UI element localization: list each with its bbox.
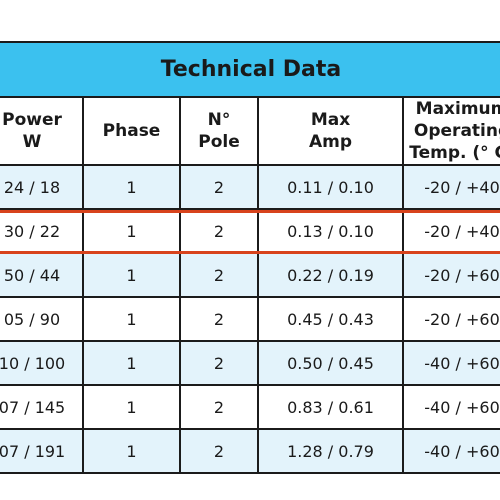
header-amp-line-1: Max — [310, 110, 351, 130]
technical-data-table: Technical Data Power W Phase N° Pole Max… — [0, 41, 500, 474]
header-row: Power W Phase N° Pole Max Amp Maximum Op… — [0, 96, 500, 166]
cell-amp: 0.13 / 0.10 — [257, 208, 404, 254]
cell-pole: 2 — [179, 384, 259, 430]
header-pole: N° Pole — [179, 96, 259, 166]
cell-pole: 2 — [179, 208, 259, 254]
cell-temp: -40 / +60 — [401, 428, 500, 474]
cell-temp: -20 / +60 — [401, 252, 500, 298]
header-phase: Phase — [82, 96, 181, 166]
cell-power: 05 / 90 — [0, 296, 84, 342]
cell-pole: 2 — [179, 252, 259, 298]
cell-amp: 0.45 / 0.43 — [257, 296, 404, 342]
cell-power: 30 / 22 — [0, 208, 84, 254]
cell-pole: 2 — [179, 296, 259, 342]
cell-temp: -20 / +40 — [401, 164, 500, 210]
cell-phase: 1 — [82, 428, 181, 474]
cell-power: 10 / 100 — [0, 340, 84, 386]
cell-power: 50 / 44 — [0, 252, 84, 298]
table-row: 07 / 145 1 2 0.83 / 0.61 -40 / +60 — [0, 384, 500, 430]
page-bottom-margin — [0, 486, 500, 500]
header-phase-line-1: Phase — [102, 121, 161, 141]
header-amp: Max Amp — [257, 96, 404, 166]
cell-phase: 1 — [82, 340, 181, 386]
header-temp-line-1: Maximum — [415, 99, 500, 119]
cell-amp: 0.83 / 0.61 — [257, 384, 404, 430]
cell-phase: 1 — [82, 252, 181, 298]
table-row: 07 / 191 1 2 1.28 / 0.79 -40 / +60 — [0, 428, 500, 474]
table-row: 50 / 44 1 2 0.22 / 0.19 -20 / +60 — [0, 252, 500, 298]
cell-pole: 2 — [179, 428, 259, 474]
cell-pole: 2 — [179, 164, 259, 210]
cell-temp: -20 / +60 — [401, 296, 500, 342]
cell-power: 24 / 18 — [0, 164, 84, 210]
cell-pole: 2 — [179, 340, 259, 386]
cell-amp: 0.50 / 0.45 — [257, 340, 404, 386]
header-power-line-1: Power — [2, 110, 62, 130]
table-row: 05 / 90 1 2 0.45 / 0.43 -20 / +60 — [0, 296, 500, 342]
cell-phase: 1 — [82, 208, 181, 254]
header-pole-line-1: N° — [207, 110, 231, 130]
cell-phase: 1 — [82, 164, 181, 210]
header-temp: Maximum Operating Temp. (° C) — [401, 96, 500, 166]
header-pole-line-2: Pole — [198, 132, 240, 152]
cell-temp: -40 / +60 — [401, 384, 500, 430]
table-title: Technical Data — [0, 41, 500, 98]
table-row: 24 / 18 1 2 0.11 / 0.10 -20 / +40 — [0, 164, 500, 210]
header-temp-line-3: Temp. (° C) — [409, 143, 500, 163]
cell-amp: 1.28 / 0.79 — [257, 428, 404, 474]
table-row: 30 / 22 1 2 0.13 / 0.10 -20 / +40 — [0, 208, 500, 254]
header-amp-line-2: Amp — [308, 132, 353, 152]
header-temp-line-2: Operating — [413, 121, 500, 141]
cell-power: 07 / 145 — [0, 384, 84, 430]
cell-temp: -20 / +40 — [401, 208, 500, 254]
table-row: 10 / 100 1 2 0.50 / 0.45 -40 / +60 — [0, 340, 500, 386]
header-power: Power W — [0, 96, 84, 166]
table-body: 24 / 18 1 2 0.11 / 0.10 -20 / +40 30 / 22 1 2 0.… — [0, 164, 500, 474]
cell-power: 07 / 191 — [0, 428, 84, 474]
cell-temp: -40 / +60 — [401, 340, 500, 386]
header-power-line-2: W — [22, 132, 42, 152]
cell-phase: 1 — [82, 296, 181, 342]
cell-amp: 0.11 / 0.10 — [257, 164, 404, 210]
cell-phase: 1 — [82, 384, 181, 430]
cell-amp: 0.22 / 0.19 — [257, 252, 404, 298]
